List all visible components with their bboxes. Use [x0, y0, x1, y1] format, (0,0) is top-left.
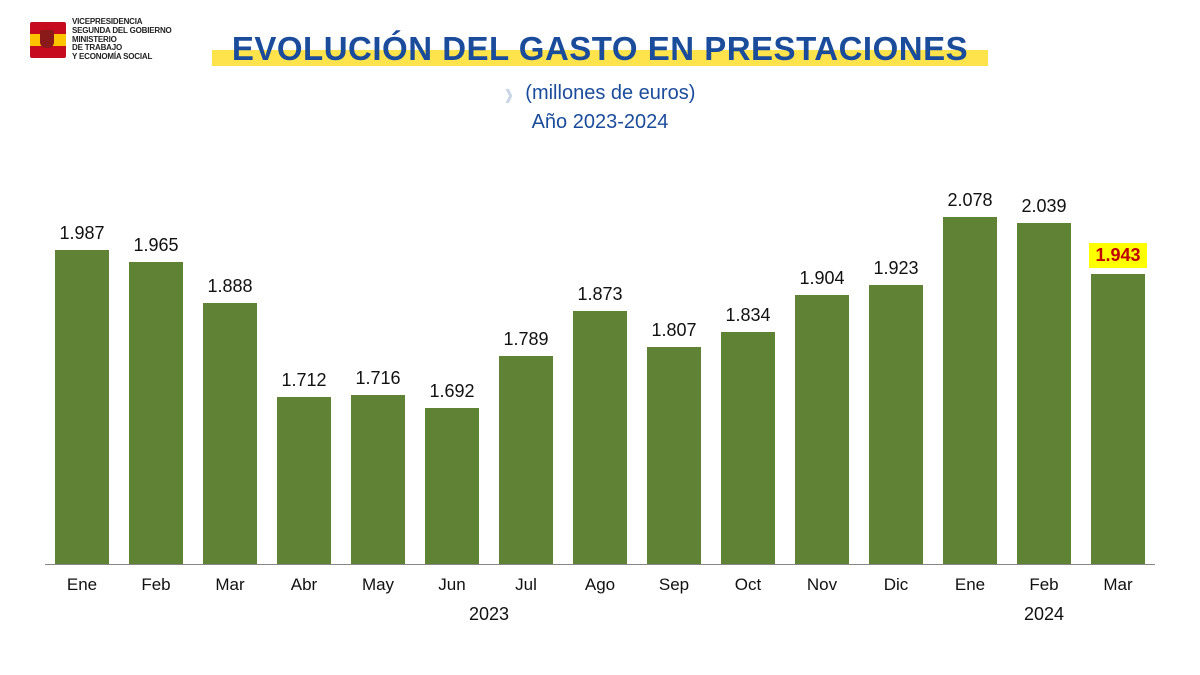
x-label: Jun	[415, 575, 489, 595]
bar-value: 1.965	[133, 235, 178, 256]
bar	[499, 356, 552, 564]
bar-slot: 1.716	[341, 190, 415, 564]
bars-row: 1.987 1.965 1.888 1.712 1.716 1.692 1.789 1.873…	[45, 190, 1155, 565]
bar	[943, 217, 996, 564]
chart-subtitle-year: Año 2023-2024	[0, 111, 1200, 134]
bar-chart: 1.987 1.965 1.888 1.712 1.716 1.692 1.789 1.873…	[45, 190, 1155, 625]
bar-slot: 1.923	[859, 190, 933, 564]
year-group-labels: 20232024	[45, 604, 1155, 625]
bar	[129, 262, 182, 564]
bar-value: 1.888	[207, 276, 252, 297]
subtitle-row: › (millones de euros)	[0, 78, 1200, 109]
bar-slot: 1.789	[489, 190, 563, 564]
bar-value: 1.807	[651, 320, 696, 341]
bar-value: 1.923	[873, 258, 918, 279]
bar	[351, 395, 404, 564]
logo-text: VICEPRESIDENCIA SEGUNDA DEL GOBIERNO MIN…	[72, 18, 172, 62]
bar-slot: 1.943	[1081, 190, 1155, 564]
bar	[203, 303, 256, 564]
bar-value: 1.904	[799, 268, 844, 289]
logo-line: Y ECONOMÍA SOCIAL	[72, 53, 172, 62]
header: EVOLUCIÓN DEL GASTO EN PRESTACIONES › (m…	[0, 0, 1200, 134]
x-label: Feb	[1007, 575, 1081, 595]
bar-slot: 1.834	[711, 190, 785, 564]
chart-title: EVOLUCIÓN DEL GASTO EN PRESTACIONES	[232, 30, 968, 68]
chevron-right-icon: ›	[505, 72, 514, 115]
x-label: May	[341, 575, 415, 595]
bar	[1091, 274, 1144, 564]
bar-value: 1.873	[577, 284, 622, 305]
bar	[425, 408, 478, 564]
bar	[795, 295, 848, 564]
bar-slot: 2.078	[933, 190, 1007, 564]
x-label: Ene	[45, 575, 119, 595]
year-label: 2024	[933, 604, 1155, 625]
x-label: Ago	[563, 575, 637, 595]
bar-slot: 1.692	[415, 190, 489, 564]
bar	[1017, 223, 1070, 564]
bar	[721, 332, 774, 564]
bar-value: 1.712	[281, 370, 326, 391]
bar-slot: 1.888	[193, 190, 267, 564]
bar-slot: 1.712	[267, 190, 341, 564]
bar-slot: 1.873	[563, 190, 637, 564]
bar-slot: 1.904	[785, 190, 859, 564]
bar-value: 1.987	[59, 223, 104, 244]
title-underline: EVOLUCIÓN DEL GASTO EN PRESTACIONES	[232, 30, 968, 68]
crest-icon	[30, 22, 66, 58]
bar-value: 1.834	[725, 305, 770, 326]
x-label: Abr	[267, 575, 341, 595]
bar	[647, 347, 700, 564]
chart-subtitle: (millones de euros)	[525, 82, 695, 105]
bar-slot: 1.807	[637, 190, 711, 564]
x-label: Mar	[193, 575, 267, 595]
ministry-logo: VICEPRESIDENCIA SEGUNDA DEL GOBIERNO MIN…	[30, 18, 172, 62]
x-label: Nov	[785, 575, 859, 595]
x-label: Mar	[1081, 575, 1155, 595]
x-label: Dic	[859, 575, 933, 595]
x-axis-labels: EneFebMarAbrMayJunJulAgoSepOctNovDicEneF…	[45, 575, 1155, 595]
bar-value: 1.716	[355, 368, 400, 389]
bar	[573, 311, 626, 564]
bar-value-highlight: 1.943	[1089, 243, 1146, 268]
bar-slot: 1.965	[119, 190, 193, 564]
x-label: Jul	[489, 575, 563, 595]
bar	[277, 397, 330, 564]
bar-slot: 1.987	[45, 190, 119, 564]
bar-value: 2.078	[947, 190, 992, 211]
bar-slot: 2.039	[1007, 190, 1081, 564]
x-label: Oct	[711, 575, 785, 595]
year-label: 2023	[45, 604, 933, 625]
x-label: Feb	[119, 575, 193, 595]
bar-value: 2.039	[1021, 196, 1066, 217]
bar-value: 1.692	[429, 381, 474, 402]
bar	[55, 250, 108, 564]
x-label: Sep	[637, 575, 711, 595]
bar-value: 1.789	[503, 329, 548, 350]
x-label: Ene	[933, 575, 1007, 595]
bar	[869, 285, 922, 564]
